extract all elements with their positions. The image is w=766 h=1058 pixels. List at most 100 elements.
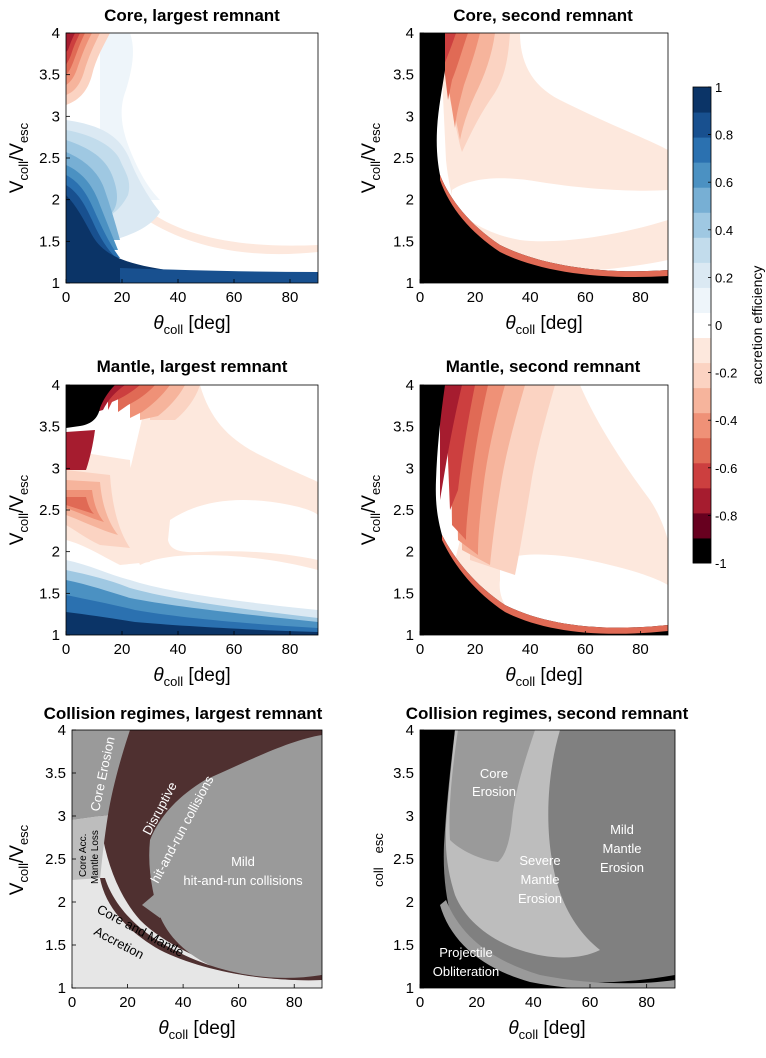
y-tick-label: 4 [406, 722, 414, 739]
x-axis-label: θcoll [deg] [505, 665, 582, 689]
y-tick-label: 3 [58, 808, 66, 825]
y-axis-label: Vcoll/Vesc [359, 122, 383, 193]
y-tick-label: 3.5 [39, 419, 60, 436]
colorbar-swatch [693, 112, 711, 138]
heatmap-field [420, 33, 668, 283]
y-tick-label: 2 [406, 544, 414, 561]
x-tick-label: 60 [226, 289, 243, 306]
y-tick-label: 2.5 [393, 502, 414, 519]
y-axis: 1 1.5 2 2.5 3 3.5 4 [39, 377, 70, 644]
colorbar-tick-label: -0.2 [715, 366, 737, 381]
x-tick-label: 20 [468, 994, 485, 1011]
x-tick-label: 20 [467, 289, 484, 306]
contour-band [440, 385, 462, 500]
label-core-erosion-2b: Erosion [472, 784, 516, 799]
x-tick-label: 80 [282, 641, 299, 658]
x-tick-label: 0 [416, 289, 424, 306]
contour-band [499, 554, 668, 625]
x-tick-label: 40 [525, 994, 542, 1011]
panel-mantle-largest: Mantle, largest remnant 0 20 40 60 80 [7, 357, 319, 689]
y-tick-label: 3 [52, 460, 60, 477]
y-tick-label: 1.5 [393, 233, 414, 250]
x-axis: 0 20 40 60 80 [416, 631, 649, 658]
y-axis-label: Vcoll/Vesc [359, 474, 383, 545]
y-axis: 1 1.5 2 2.5 3 3.5 4 [393, 722, 424, 997]
colorbar-swatch [693, 212, 711, 238]
x-tick-label: 80 [282, 289, 299, 306]
x-tick-label: 60 [226, 641, 243, 658]
y-tick-label: 2 [58, 894, 66, 911]
colorbar-tick-label: 1 [715, 80, 722, 95]
x-tick-label: 40 [522, 641, 539, 658]
x-tick-label: 20 [114, 641, 131, 658]
x-tick-label: 60 [582, 994, 599, 1011]
y-axis-label: Vcoll/Vesc [7, 122, 31, 193]
colorbar-tick-label: 0.2 [715, 270, 733, 285]
x-tick-label: 80 [638, 994, 655, 1011]
y-tick-label: 2 [406, 894, 414, 911]
x-tick-label: 60 [577, 641, 594, 658]
colorbar-swatch [693, 387, 711, 414]
panel-title: Collision regimes, largest remnant [44, 704, 323, 723]
x-tick-label: 80 [286, 994, 303, 1011]
panel-title: Mantle, second remnant [446, 357, 641, 376]
x-axis: 0 20 40 60 80 [62, 279, 299, 306]
panel-title: Collision regimes, second remnant [406, 704, 689, 723]
heatmap-field [66, 33, 318, 283]
colorbar-tick-label: 0.6 [715, 175, 733, 190]
y-tick-label: 3.5 [393, 67, 414, 84]
label-mild-mantle-2: Mantle [602, 841, 641, 856]
y-axis: 1 1.5 2 2.5 3 3.5 4 [393, 25, 424, 292]
contour-band [66, 33, 75, 52]
y-tick-label: 4 [52, 25, 60, 42]
heatmap-field [66, 385, 318, 635]
x-axis-label: θcoll [deg] [153, 665, 230, 689]
y-tick-label: 1 [406, 275, 414, 292]
contour-band [66, 612, 318, 635]
y-tick-label: 3 [52, 108, 60, 125]
x-tick-label: 0 [68, 994, 76, 1011]
regime-field [420, 730, 675, 988]
y-axis-label: Vcoll/Vesc [7, 824, 31, 895]
x-axis: 0 20 40 60 80 [62, 631, 299, 658]
x-axis: 0 20 40 60 80 [416, 279, 649, 306]
x-tick-label: 40 [170, 289, 187, 306]
x-axis: 0 20 40 60 80 [416, 984, 655, 1011]
panel-regimes-second: Collision regimes, second remnant Core E… [371, 704, 689, 1042]
colorbar-swatch [693, 237, 711, 263]
x-tick-label: 60 [577, 289, 594, 306]
x-tick-label: 20 [114, 289, 131, 306]
y-tick-label: 2.5 [393, 150, 414, 167]
x-tick-label: 20 [119, 994, 136, 1011]
y-tick-label: 2 [406, 192, 414, 209]
colorbar-swatch [693, 512, 711, 539]
contour-band [66, 195, 318, 283]
x-tick-label: 80 [632, 641, 649, 658]
contour-band [66, 497, 94, 514]
y-tick-label: 1 [406, 627, 414, 644]
regime-core-acc [72, 815, 108, 885]
y-tick-label: 1 [406, 980, 414, 997]
colorbar-swatch [693, 462, 711, 489]
y-tick-label: 4 [58, 722, 66, 739]
colorbar-swatch [693, 287, 711, 313]
y-tick-label: 1.5 [39, 233, 60, 250]
colorbar-swatch [693, 87, 711, 113]
x-tick-label: 0 [416, 994, 424, 1011]
y-tick-label: 3 [406, 460, 414, 477]
colorbar-swatch [693, 362, 711, 389]
label-severe-2: Mantle [520, 872, 559, 887]
black-region [66, 385, 115, 428]
x-axis-label: θcoll [deg] [505, 313, 582, 337]
y-tick-label: 1 [52, 627, 60, 644]
x-tick-label: 20 [467, 641, 484, 658]
label-mild-mantle-1: Mild [610, 822, 634, 837]
colorbar-swatch [693, 412, 711, 439]
x-tick-label: 40 [175, 994, 192, 1011]
y-tick-label: 1.5 [393, 937, 414, 954]
panel-mantle-second: Mantle, second remnant 0 20 40 60 80 1 1.5 2 2.… [359, 357, 669, 689]
y-tick-label: 1 [52, 275, 60, 292]
label-mild-2: hit-and-run collisions [183, 873, 303, 888]
y-tick-label: 4 [52, 377, 60, 394]
y-tick-label: 4 [406, 25, 414, 42]
